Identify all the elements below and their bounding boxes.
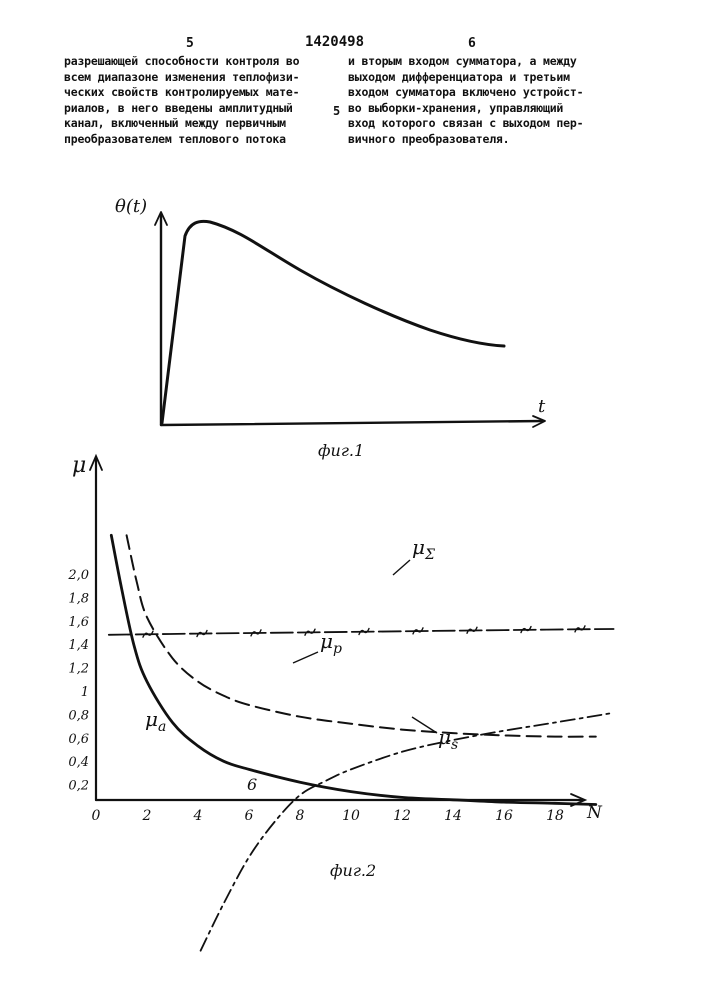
series-leader-1 — [293, 652, 318, 663]
series-label-1: μp — [320, 629, 342, 657]
wave-mark — [521, 627, 531, 633]
series-leader-3 — [412, 717, 437, 733]
text-line: преобразователем теплового потока — [64, 132, 299, 148]
y-tick-label: 1,8 — [68, 591, 89, 606]
wave-mark — [197, 631, 207, 637]
fig2-arrow-y — [90, 456, 102, 470]
text-line: ческих свойств контролируемых мате- — [64, 85, 299, 101]
wave-mark — [305, 629, 315, 635]
text-line: вичного преобразователя. — [348, 132, 583, 148]
fig2-point-label: 6 — [247, 775, 257, 794]
fig1-arrow-x — [533, 416, 545, 427]
page-number-right: 6 — [468, 36, 476, 51]
y-tick-label: 0,2 — [68, 779, 89, 794]
y-tick-label: 1 — [81, 685, 89, 700]
wave-mark — [143, 631, 153, 637]
margin-line-number: 5 — [333, 104, 340, 118]
y-tick-label: 1,2 — [68, 662, 89, 677]
x-tick-label: 4 — [193, 808, 203, 824]
fig1-curve — [162, 221, 504, 423]
fig2-arrow-x — [571, 794, 585, 806]
y-tick-label: 1,6 — [68, 615, 89, 630]
fig1-caption: фиг.1 — [318, 441, 364, 460]
series-leader-0 — [393, 560, 410, 575]
wave-mark — [251, 630, 261, 636]
wave-mark — [575, 626, 585, 632]
x-tick-label: 2 — [142, 808, 152, 824]
x-tick-label: 0 — [92, 808, 101, 824]
series-line-2 — [111, 535, 596, 804]
text-line: всем диапазоне изменения теплофизи- — [64, 70, 299, 86]
fig1-x-label: t — [538, 396, 546, 417]
fig1-y-label: θ(t) — [115, 196, 147, 217]
series-label-0: μΣ — [412, 535, 435, 563]
fig1-x-axis — [161, 421, 543, 425]
series-line-0 — [109, 629, 614, 635]
x-tick-label: 14 — [444, 808, 462, 824]
y-tick-label: 1,4 — [68, 638, 89, 653]
wave-mark — [413, 628, 423, 634]
fig2-caption: фиг.2 — [330, 861, 376, 880]
y-tick-label: 0,4 — [68, 755, 89, 770]
fig2-y-axis-label: μ — [72, 453, 86, 478]
page-number-left: 5 — [186, 36, 194, 51]
x-tick-label: 18 — [546, 808, 564, 824]
text-line: канал, включенный между первичным — [64, 116, 299, 132]
y-tick-label: 0,8 — [68, 708, 89, 723]
series-line-1 — [127, 535, 596, 736]
wave-mark — [467, 627, 477, 633]
text-line: риалов, в него введены амплитудный — [64, 101, 299, 117]
text-line: вход которого связан с выходом пер- — [348, 116, 583, 132]
wave-mark — [359, 629, 369, 635]
right-text-column: и вторым входом сумматора, а между выход… — [348, 54, 583, 148]
x-tick-label: 8 — [296, 808, 305, 824]
x-tick-label: 12 — [393, 808, 411, 824]
series-label-3: μs — [438, 725, 458, 753]
text-line: выходом дифференциатора и третьим — [348, 70, 583, 86]
patent-number: 1420498 — [305, 34, 364, 50]
text-line: и вторым входом сумматора, а между — [348, 54, 583, 70]
x-tick-label: 10 — [342, 808, 360, 824]
series-line-3 — [201, 713, 611, 951]
text-line: во выборки-хранения, управляющий — [348, 101, 583, 117]
fig2-x-axis-label: N — [586, 803, 603, 823]
fig1-arrow-y — [155, 212, 167, 225]
left-text-column: разрешающей способности контроля во всем… — [64, 54, 299, 148]
text-line: входом сумматора включено устройст- — [348, 85, 583, 101]
x-tick-label: 16 — [495, 808, 513, 824]
y-tick-label: 2,0 — [67, 568, 89, 583]
y-tick-label: 0,6 — [68, 732, 89, 747]
x-tick-label: 6 — [245, 808, 254, 824]
series-label-2: μa — [145, 707, 166, 735]
text-line: разрешающей способности контроля во — [64, 54, 299, 70]
